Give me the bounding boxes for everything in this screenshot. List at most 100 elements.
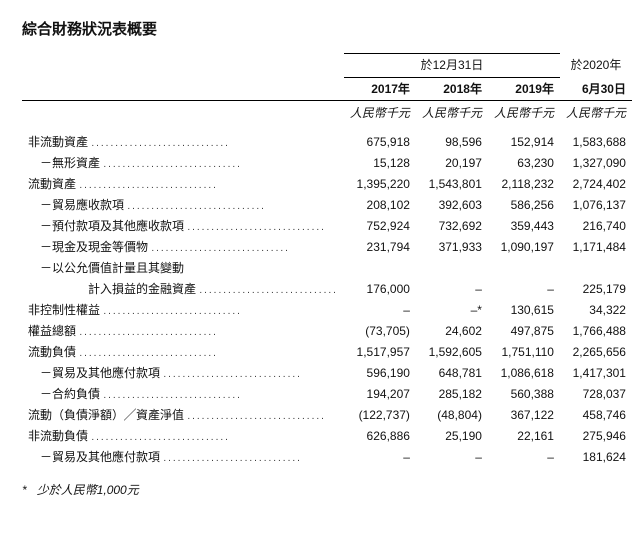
- cell-value: 63,230: [488, 152, 560, 173]
- cell-value: 2,265,656: [560, 341, 632, 362]
- row-label: 非流動資產: [22, 131, 344, 152]
- cell-value: –: [416, 446, 488, 467]
- cell-value: 371,933: [416, 236, 488, 257]
- row-label: 非流動負債: [22, 425, 344, 446]
- cell-value: 1,076,137: [560, 194, 632, 215]
- unit-label: 人民幣千元: [344, 101, 416, 132]
- col-year-jun30: 6月30日: [560, 78, 632, 101]
- table-row: 權益總額 (73,705)24,602497,8751,766,488: [22, 320, 632, 341]
- cell-value: [560, 257, 632, 278]
- cell-value: 34,322: [560, 299, 632, 320]
- table-row: 流動資產 1,395,2201,543,8012,118,2322,724,40…: [22, 173, 632, 194]
- row-label: －預付款項及其他應收款項: [22, 215, 344, 236]
- cell-value: 1,751,110: [488, 341, 560, 362]
- row-label: 流動資產: [22, 173, 344, 194]
- cell-value: 752,924: [344, 215, 416, 236]
- cell-value: –: [488, 278, 560, 299]
- cell-value: –*: [416, 299, 488, 320]
- table-row: －貿易應收款項 208,102392,603586,2561,076,137: [22, 194, 632, 215]
- cell-value: 1,543,801: [416, 173, 488, 194]
- cell-value: –: [344, 299, 416, 320]
- cell-value: 275,946: [560, 425, 632, 446]
- col-year-2019: 2019年: [488, 78, 560, 101]
- row-label: －貿易及其他應付款項: [22, 446, 344, 467]
- cell-value: 98,596: [416, 131, 488, 152]
- cell-value: 2,724,402: [560, 173, 632, 194]
- cell-value: 194,207: [344, 383, 416, 404]
- cell-value: 225,179: [560, 278, 632, 299]
- cell-value: 675,918: [344, 131, 416, 152]
- row-label: 非控制性權益: [22, 299, 344, 320]
- cell-value: 15,128: [344, 152, 416, 173]
- cell-value: 152,914: [488, 131, 560, 152]
- cell-value: –: [416, 278, 488, 299]
- row-label: －無形資產: [22, 152, 344, 173]
- cell-value: 497,875: [488, 320, 560, 341]
- table-row: －貿易及其他應付款項 –––181,624: [22, 446, 632, 467]
- col-year-2017: 2017年: [344, 78, 416, 101]
- footnote: * 少於人民幣1,000元: [22, 481, 618, 498]
- cell-value: 2,118,232: [488, 173, 560, 194]
- unit-label: 人民幣千元: [416, 101, 488, 132]
- table-title: 綜合財務狀況表概要: [22, 18, 618, 39]
- financial-table: 於12月31日 於2020年 2017年 2018年 2019年 6月30日 人…: [22, 53, 632, 467]
- cell-value: (122,737): [344, 404, 416, 425]
- cell-value: 458,746: [560, 404, 632, 425]
- unit-label: 人民幣千元: [488, 101, 560, 132]
- unit-label: 人民幣千元: [560, 101, 632, 132]
- cell-value: 24,602: [416, 320, 488, 341]
- cell-value: [416, 257, 488, 278]
- cell-value: 1,766,488: [560, 320, 632, 341]
- cell-value: 1,592,605: [416, 341, 488, 362]
- table-row: －合約負債 194,207285,182560,388728,037: [22, 383, 632, 404]
- cell-value: 176,000: [344, 278, 416, 299]
- cell-value: 1,090,197: [488, 236, 560, 257]
- cell-value: 1,395,220: [344, 173, 416, 194]
- cell-value: (73,705): [344, 320, 416, 341]
- cell-value: 626,886: [344, 425, 416, 446]
- group-header-dec31: 於12月31日: [344, 54, 560, 78]
- cell-value: 20,197: [416, 152, 488, 173]
- cell-value: 732,692: [416, 215, 488, 236]
- cell-value: 22,161: [488, 425, 560, 446]
- group-header-2020: 於2020年: [560, 54, 632, 78]
- cell-value: 130,615: [488, 299, 560, 320]
- cell-value: 1,583,688: [560, 131, 632, 152]
- table-row: －無形資產 15,12820,19763,2301,327,090: [22, 152, 632, 173]
- cell-value: 392,603: [416, 194, 488, 215]
- table-row: 計入損益的金融資產 176,000––225,179: [22, 278, 632, 299]
- cell-value: 216,740: [560, 215, 632, 236]
- row-label: －以公允價值計量且其變動: [22, 257, 344, 278]
- cell-value: 367,122: [488, 404, 560, 425]
- row-label: 流動負債: [22, 341, 344, 362]
- cell-value: 25,190: [416, 425, 488, 446]
- cell-value: 1,417,301: [560, 362, 632, 383]
- row-label: －合約負債: [22, 383, 344, 404]
- cell-value: 1,517,957: [344, 341, 416, 362]
- cell-value: [344, 257, 416, 278]
- cell-value: 596,190: [344, 362, 416, 383]
- row-label: 權益總額: [22, 320, 344, 341]
- cell-value: 285,182: [416, 383, 488, 404]
- cell-value: 359,443: [488, 215, 560, 236]
- cell-value: 648,781: [416, 362, 488, 383]
- table-row: －以公允價值計量且其變動: [22, 257, 632, 278]
- table-row: －預付款項及其他應收款項 752,924732,692359,443216,74…: [22, 215, 632, 236]
- cell-value: 208,102: [344, 194, 416, 215]
- cell-value: 728,037: [560, 383, 632, 404]
- cell-value: 1,086,618: [488, 362, 560, 383]
- cell-value: 560,388: [488, 383, 560, 404]
- row-label: －貿易及其他應付款項: [22, 362, 344, 383]
- cell-value: –: [344, 446, 416, 467]
- table-row: －現金及現金等價物 231,794371,9331,090,1971,171,4…: [22, 236, 632, 257]
- cell-value: 586,256: [488, 194, 560, 215]
- cell-value: 1,327,090: [560, 152, 632, 173]
- cell-value: [488, 257, 560, 278]
- row-label: －現金及現金等價物: [22, 236, 344, 257]
- table-row: 非控制性權益 ––*130,61534,322: [22, 299, 632, 320]
- table-row: 流動（負債淨額）╱資產淨值 (122,737)(48,804)367,12245…: [22, 404, 632, 425]
- row-label: 流動（負債淨額）╱資產淨值: [22, 404, 344, 425]
- table-row: 非流動負債 626,88625,19022,161275,946: [22, 425, 632, 446]
- row-label: －貿易應收款項: [22, 194, 344, 215]
- col-year-2018: 2018年: [416, 78, 488, 101]
